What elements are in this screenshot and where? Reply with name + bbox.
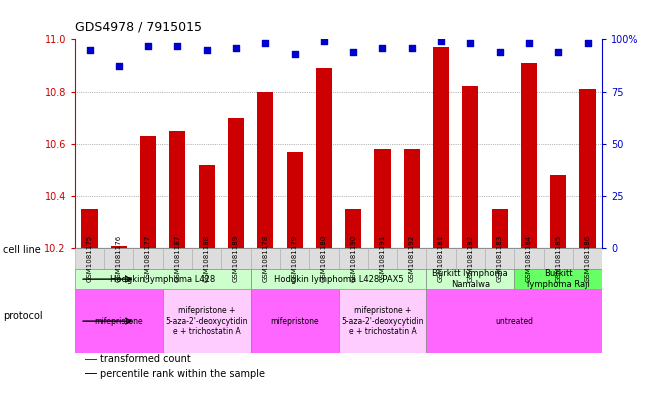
Point <box>85 47 95 53</box>
Text: GSM1081187: GSM1081187 <box>174 235 180 282</box>
Bar <box>192 248 221 269</box>
Text: GSM1081185: GSM1081185 <box>555 235 561 282</box>
Text: GSM1081189: GSM1081189 <box>233 235 239 282</box>
Bar <box>251 248 280 269</box>
Point <box>260 40 271 47</box>
Point <box>378 44 388 51</box>
Bar <box>345 209 361 248</box>
Bar <box>339 289 426 353</box>
Bar <box>221 248 251 269</box>
Text: mifepristone +
5-aza-2'-deoxycytidin
e + trichostatin A: mifepristone + 5-aza-2'-deoxycytidin e +… <box>165 306 248 336</box>
Text: GSM1081183: GSM1081183 <box>497 235 503 282</box>
Text: GSM1081179: GSM1081179 <box>292 235 298 282</box>
Bar <box>309 248 339 269</box>
Text: GSM1081180: GSM1081180 <box>321 235 327 282</box>
Text: GSM1081190: GSM1081190 <box>350 235 356 282</box>
Bar <box>251 289 339 353</box>
Bar <box>368 248 397 269</box>
Bar <box>462 86 478 248</box>
Bar <box>544 248 573 269</box>
Point <box>143 42 154 49</box>
Bar <box>75 248 104 269</box>
Point <box>495 49 505 55</box>
Text: mifepristone +
5-aza-2'-deoxycytidin
e + trichostatin A: mifepristone + 5-aza-2'-deoxycytidin e +… <box>341 306 424 336</box>
Bar <box>133 248 163 269</box>
Point <box>289 51 299 57</box>
Bar <box>81 209 98 248</box>
Text: GSM1081176: GSM1081176 <box>116 235 122 282</box>
Point <box>406 44 417 51</box>
Bar <box>397 248 426 269</box>
Text: mifepristone: mifepristone <box>94 317 143 326</box>
Point <box>436 38 447 44</box>
Bar <box>492 209 508 248</box>
Bar <box>169 131 186 248</box>
Bar <box>228 118 244 248</box>
Text: GSM1081182: GSM1081182 <box>467 235 473 282</box>
Bar <box>199 165 215 248</box>
Bar <box>573 248 602 269</box>
Text: GSM1081181: GSM1081181 <box>438 235 444 282</box>
Bar <box>163 289 251 353</box>
Point <box>583 40 593 47</box>
Text: mifepristone: mifepristone <box>270 317 319 326</box>
Bar <box>257 92 273 248</box>
Bar <box>339 248 368 269</box>
Bar <box>251 269 426 289</box>
Text: GSM1081178: GSM1081178 <box>262 235 268 282</box>
Bar <box>426 248 456 269</box>
Bar <box>104 248 133 269</box>
Bar <box>316 68 332 248</box>
Text: percentile rank within the sample: percentile rank within the sample <box>100 369 265 379</box>
Text: GSM1081188: GSM1081188 <box>204 235 210 282</box>
Bar <box>579 89 596 248</box>
Text: GSM1081192: GSM1081192 <box>409 235 415 282</box>
Text: transformed count: transformed count <box>100 354 191 364</box>
Bar <box>521 63 537 248</box>
Bar <box>433 47 449 248</box>
Text: untreated: untreated <box>495 317 533 326</box>
Point <box>114 63 124 70</box>
Point <box>465 40 476 47</box>
Bar <box>426 289 602 353</box>
Point <box>202 47 212 53</box>
Text: GSM1081175: GSM1081175 <box>87 235 92 282</box>
Text: Burkitt
lymphoma Raji: Burkitt lymphoma Raji <box>527 270 590 289</box>
Bar <box>374 149 391 248</box>
Point <box>348 49 358 55</box>
Text: GSM1081191: GSM1081191 <box>380 235 385 282</box>
Text: Burkitt lymphoma
Namalwa: Burkitt lymphoma Namalwa <box>432 270 508 289</box>
Text: GSM1081177: GSM1081177 <box>145 235 151 282</box>
Bar <box>111 246 127 248</box>
Bar <box>140 136 156 248</box>
Bar <box>163 248 192 269</box>
Bar <box>426 269 514 289</box>
Bar <box>75 289 163 353</box>
Point <box>319 38 329 44</box>
Point <box>231 44 242 51</box>
Bar <box>75 269 251 289</box>
Text: Hodgkin lymphoma L428-PAX5: Hodgkin lymphoma L428-PAX5 <box>273 275 404 284</box>
Bar <box>514 269 602 289</box>
Text: cell line: cell line <box>3 244 41 255</box>
Bar <box>85 373 97 375</box>
Bar <box>485 248 514 269</box>
Bar <box>280 248 309 269</box>
Text: protocol: protocol <box>3 311 43 321</box>
Bar <box>550 175 566 248</box>
Bar <box>514 248 544 269</box>
Bar <box>85 358 97 360</box>
Text: Hodgkin lymphoma L428: Hodgkin lymphoma L428 <box>110 275 215 284</box>
Bar <box>456 248 485 269</box>
Point <box>553 49 564 55</box>
Point <box>523 40 534 47</box>
Text: GDS4978 / 7915015: GDS4978 / 7915015 <box>75 20 202 33</box>
Point <box>173 42 183 49</box>
Bar <box>286 152 303 248</box>
Text: GSM1081186: GSM1081186 <box>585 235 590 282</box>
Bar <box>404 149 420 248</box>
Text: GSM1081184: GSM1081184 <box>526 235 532 282</box>
